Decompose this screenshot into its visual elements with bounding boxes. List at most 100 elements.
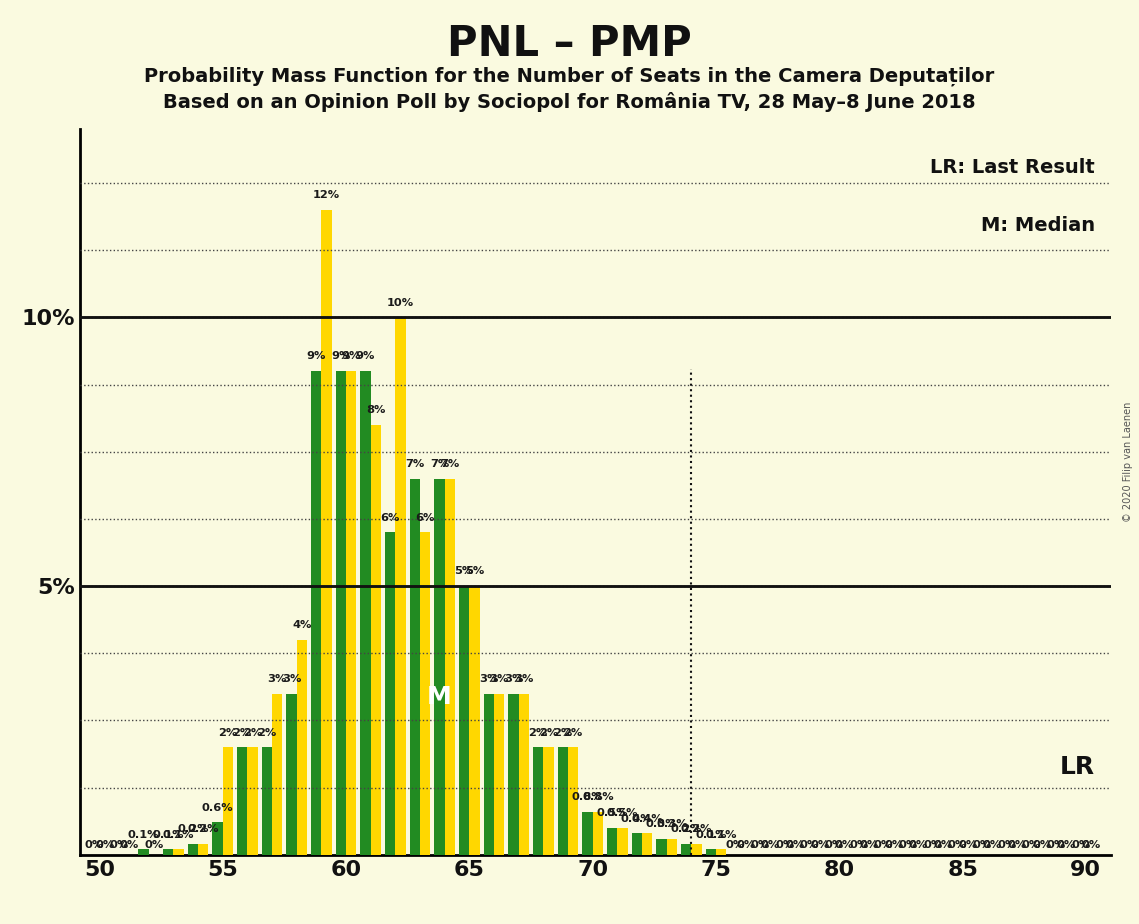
Text: Probability Mass Function for the Number of Seats in the Camera Deputaților: Probability Mass Function for the Number… (145, 67, 994, 86)
Bar (484, 694, 494, 855)
Text: 0%: 0% (109, 840, 129, 850)
Text: 0%: 0% (120, 840, 139, 850)
Text: 0%: 0% (899, 840, 918, 850)
Bar (582, 811, 592, 855)
Bar (666, 839, 677, 855)
Text: 3%: 3% (480, 674, 499, 684)
Bar (223, 748, 233, 855)
Bar (188, 844, 198, 855)
Bar (321, 210, 331, 855)
Text: 0.2%: 0.2% (681, 824, 712, 834)
Text: 10%: 10% (387, 298, 415, 308)
Text: 9%: 9% (355, 351, 375, 361)
Text: 0%: 0% (95, 840, 114, 850)
Text: 0.1%: 0.1% (153, 830, 185, 840)
Text: 0.1%: 0.1% (128, 830, 159, 840)
Text: 0.1%: 0.1% (705, 830, 737, 840)
Text: 2%: 2% (232, 727, 252, 737)
Text: LR: Last Result: LR: Last Result (931, 158, 1095, 177)
Text: 0%: 0% (726, 840, 745, 850)
Bar (237, 748, 247, 855)
Text: 5%: 5% (454, 566, 474, 577)
Text: 0%: 0% (997, 840, 1016, 850)
Text: 3%: 3% (503, 674, 523, 684)
Text: 0%: 0% (751, 840, 770, 850)
Bar (656, 839, 666, 855)
Text: LR: LR (1060, 755, 1095, 779)
Bar (508, 694, 518, 855)
Text: 8%: 8% (367, 406, 386, 415)
Text: Based on an Opinion Poll by Sociopol for România TV, 28 May–8 June 2018: Based on an Opinion Poll by Sociopol for… (163, 92, 976, 113)
Bar (459, 586, 469, 855)
Text: 0.5%: 0.5% (607, 808, 638, 818)
Text: 12%: 12% (313, 190, 341, 201)
Bar (533, 748, 543, 855)
Bar (558, 748, 568, 855)
Bar (262, 748, 272, 855)
Text: 3%: 3% (281, 674, 301, 684)
Bar (642, 833, 653, 855)
Text: 0.3%: 0.3% (646, 819, 678, 829)
Bar (543, 748, 554, 855)
Text: 0%: 0% (1007, 840, 1026, 850)
Bar (681, 844, 691, 855)
Text: 2%: 2% (257, 727, 277, 737)
Bar (198, 844, 208, 855)
Bar (336, 371, 346, 855)
Bar (297, 639, 308, 855)
Text: 0%: 0% (761, 840, 780, 850)
Text: 0%: 0% (874, 840, 893, 850)
Text: 0%: 0% (84, 840, 104, 850)
Text: 0.1%: 0.1% (695, 830, 727, 840)
Bar (568, 748, 579, 855)
Bar (691, 844, 702, 855)
Text: 0%: 0% (860, 840, 878, 850)
Text: © 2020 Filip van Laenen: © 2020 Filip van Laenen (1123, 402, 1133, 522)
Text: 2%: 2% (219, 727, 238, 737)
Text: 3%: 3% (268, 674, 287, 684)
Text: 0%: 0% (800, 840, 819, 850)
Bar (163, 849, 173, 855)
Text: 2%: 2% (564, 727, 583, 737)
Text: 0.8%: 0.8% (582, 792, 614, 802)
Text: M: Median: M: Median (981, 216, 1095, 236)
Bar (434, 479, 444, 855)
Text: 9%: 9% (306, 351, 326, 361)
Bar (272, 694, 282, 855)
Bar (212, 822, 223, 855)
Bar (518, 694, 528, 855)
Bar (592, 811, 603, 855)
Text: 0%: 0% (736, 840, 755, 850)
Text: 0%: 0% (1081, 840, 1100, 850)
Bar (410, 479, 420, 855)
Text: 0%: 0% (1057, 840, 1076, 850)
Text: 0%: 0% (948, 840, 967, 850)
Text: 0%: 0% (884, 840, 903, 850)
Bar (607, 828, 617, 855)
Bar (286, 694, 297, 855)
Text: 6%: 6% (380, 513, 400, 523)
Bar (469, 586, 480, 855)
Text: 3%: 3% (490, 674, 509, 684)
Text: 2%: 2% (528, 727, 548, 737)
Text: 0.2%: 0.2% (178, 824, 208, 834)
Text: 7%: 7% (429, 459, 449, 468)
Text: 9%: 9% (331, 351, 351, 361)
Text: 0.3%: 0.3% (656, 819, 688, 829)
Text: 7%: 7% (441, 459, 459, 468)
Text: 0%: 0% (909, 840, 928, 850)
Bar (494, 694, 505, 855)
Text: 7%: 7% (405, 459, 425, 468)
Text: 0.1%: 0.1% (163, 830, 195, 840)
Text: 0%: 0% (983, 840, 1002, 850)
Text: 0%: 0% (1047, 840, 1066, 850)
Text: 0.5%: 0.5% (597, 808, 628, 818)
Text: 0%: 0% (1032, 840, 1051, 850)
Bar (385, 532, 395, 855)
Text: 0%: 0% (958, 840, 977, 850)
Text: 0%: 0% (934, 840, 952, 850)
Text: 2%: 2% (539, 727, 558, 737)
Text: 0%: 0% (849, 840, 868, 850)
Text: M: M (427, 685, 452, 709)
Text: 3%: 3% (514, 674, 533, 684)
